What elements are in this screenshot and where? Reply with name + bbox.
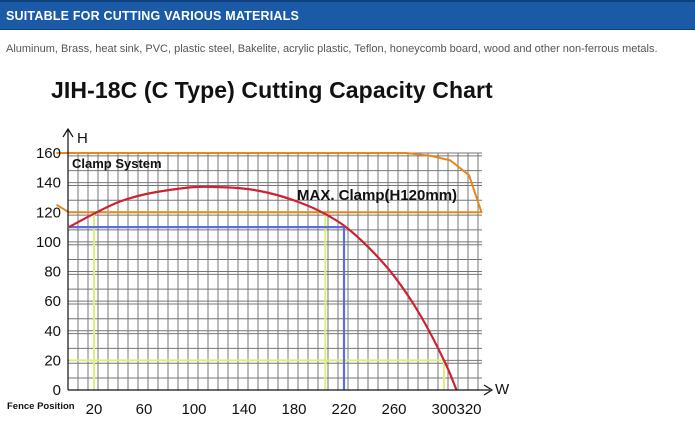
y-tick-label: 0 <box>53 382 61 399</box>
x-axis-name: W <box>495 381 510 398</box>
y-tick-label: 120 <box>36 204 61 221</box>
y-tick-label: 100 <box>36 234 61 251</box>
y-axis-name: H <box>77 130 88 147</box>
capacity-curve-line <box>68 185 458 391</box>
banner-title: SUITABLE FOR CUTTING VARIOUS MATERIALS <box>6 9 300 23</box>
max-clamp-label: MAX. Clamp(H120mm) <box>297 187 457 204</box>
y-tick-label: 160 <box>36 145 61 162</box>
blue-guide-line <box>69 226 346 390</box>
y-tick-label: 80 <box>44 264 61 281</box>
x-tick-label: 260 <box>381 401 406 418</box>
fence-position-label: Fence Position <box>7 401 75 412</box>
chart-title: JIH-18C (C Type) Cutting Capacity Chart <box>51 77 493 103</box>
section-banner: SUITABLE FOR CUTTING VARIOUS MATERIALS <box>0 0 695 30</box>
materials-description: Aluminum, Brass, heat sink, PVC, plastic… <box>6 43 658 55</box>
clamp-system-label: Clamp System <box>72 156 162 171</box>
x-tick-label: 320 <box>456 401 481 418</box>
x-tick-label: 20 <box>86 401 103 418</box>
clamp-system-outline <box>55 152 483 214</box>
y-tick-label: 140 <box>36 175 61 192</box>
x-axis-arrow <box>483 384 494 396</box>
x-tick-label: 300 <box>431 401 456 418</box>
y-axis-arrow <box>62 127 74 138</box>
y-tick-label: 20 <box>44 352 61 369</box>
x-tick-label: 60 <box>136 401 153 418</box>
y-tick-label: 60 <box>44 293 61 310</box>
x-tick-label: 220 <box>331 401 356 418</box>
x-tick-label: 140 <box>231 401 256 418</box>
y-tick-label: 40 <box>44 323 61 340</box>
x-tick-label: 100 <box>181 401 206 418</box>
x-tick-label: 180 <box>281 401 306 418</box>
